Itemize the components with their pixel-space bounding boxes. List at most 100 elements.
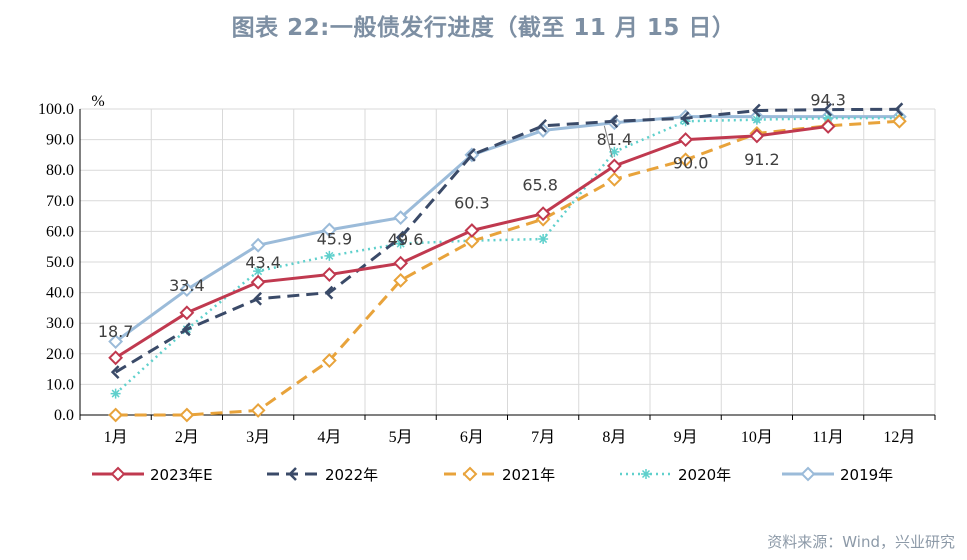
legend-label: 2022年 — [325, 466, 378, 484]
data-label: 33.4 — [169, 276, 205, 295]
data-label: 45.9 — [317, 230, 353, 249]
legend-item: 2021年 — [444, 466, 555, 484]
x-tick-label: 9月 — [674, 429, 698, 446]
point-marker — [179, 407, 195, 423]
y-tick-label: 60.0 — [46, 223, 74, 240]
point-marker — [108, 350, 124, 366]
data-label: 81.4 — [597, 130, 633, 149]
series-2023年E — [108, 119, 836, 366]
point-marker — [751, 114, 762, 125]
data-label-leader — [603, 125, 613, 159]
point-marker — [395, 230, 405, 245]
point-marker — [749, 128, 765, 144]
point-marker — [609, 146, 620, 157]
point-marker — [820, 119, 836, 134]
y-axis-unit: % — [91, 93, 104, 110]
point-marker — [641, 469, 651, 479]
point-marker — [179, 305, 195, 321]
point-marker — [535, 206, 551, 222]
x-tick-label: 7月 — [531, 429, 555, 446]
data-label: 65.8 — [522, 176, 558, 195]
point-marker — [464, 233, 480, 249]
point-marker — [253, 291, 263, 306]
y-tick-label: 20.0 — [46, 346, 74, 363]
point-marker — [250, 274, 266, 290]
data-label: 18.7 — [98, 322, 134, 341]
legend-item: 2022年 — [267, 466, 378, 484]
point-marker — [823, 102, 833, 117]
data-label: 49.6 — [388, 230, 424, 249]
point-marker — [253, 266, 264, 277]
point-marker — [324, 285, 334, 300]
x-tick-label: 10月 — [741, 429, 773, 446]
x-tick-label: 1月 — [104, 429, 128, 446]
x-tick-label: 8月 — [602, 429, 626, 446]
point-marker — [823, 113, 834, 124]
point-marker — [108, 334, 124, 349]
point-marker — [891, 113, 907, 129]
point-marker — [324, 250, 335, 261]
point-marker — [393, 210, 409, 226]
point-marker — [467, 148, 476, 162]
y-tick-label: 30.0 — [46, 315, 74, 332]
x-tick-label: 4月 — [317, 429, 341, 446]
series-lines — [108, 102, 907, 423]
y-tick-label: 10.0 — [46, 376, 74, 393]
x-tick-label: 6月 — [460, 429, 484, 446]
legend-label: 2020年 — [678, 466, 731, 484]
data-label: 43.4 — [245, 253, 281, 272]
legend-item: 2023年E — [92, 466, 213, 484]
point-marker — [894, 102, 904, 117]
y-tick-label: 100.0 — [38, 101, 74, 118]
legend-label: 2023年E — [150, 466, 213, 484]
legend-label: 2019年 — [840, 466, 893, 484]
point-marker — [606, 158, 622, 174]
axes: 0.0 10.0 20.0 30.0 40.0 50.0 60.0 70.0 80.0 90.0 1… — [38, 93, 936, 446]
point-marker — [606, 171, 622, 187]
y-tick-label: 40.0 — [46, 285, 74, 302]
point-marker — [321, 222, 337, 238]
y-tick-label: 0.0 — [54, 407, 74, 424]
point-marker — [678, 132, 694, 148]
point-marker — [182, 322, 191, 337]
y-tick-label: 70.0 — [46, 193, 74, 210]
data-label: 60.3 — [454, 193, 490, 212]
point-marker — [321, 353, 337, 368]
y-tick-label: 50.0 — [46, 254, 74, 271]
legend-item: 2020年 — [620, 466, 731, 484]
point-marker — [800, 466, 816, 482]
point-marker — [393, 272, 409, 288]
series-2022年 — [110, 102, 904, 380]
point-marker — [395, 238, 406, 249]
data-label: 94.3 — [810, 90, 846, 109]
point-marker — [538, 234, 549, 245]
point-marker — [288, 467, 297, 481]
source-note: 资料来源：Wind，兴业研究 — [767, 533, 955, 551]
series-2021年 — [108, 113, 907, 423]
legend-item: 2019年 — [782, 466, 893, 484]
point-marker — [110, 466, 126, 482]
point-marker — [110, 365, 120, 380]
point-marker — [538, 118, 548, 133]
series-line — [114, 115, 900, 343]
gridlines — [79, 108, 936, 416]
x-tick-label: 11月 — [812, 429, 843, 446]
y-tick-label: 80.0 — [46, 162, 74, 179]
x-tick-label: 2月 — [175, 429, 199, 446]
y-tick-label: 90.0 — [46, 132, 74, 149]
data-label: 91.2 — [744, 150, 780, 169]
point-marker — [250, 237, 266, 253]
point-marker — [464, 223, 480, 238]
point-marker — [680, 111, 690, 126]
point-marker — [110, 388, 121, 399]
x-tick-label: 3月 — [246, 429, 270, 446]
data-labels: 18.7 33.4 43.4 45.9 49.6 60.3 65.8 81.4 90.0 91.2… — [98, 90, 846, 340]
point-marker — [393, 255, 409, 271]
x-tick-label: 12月 — [883, 429, 915, 446]
point-marker — [678, 152, 694, 168]
legend-label: 2021年 — [502, 466, 555, 484]
legend: 2023年E 2022年 2021年 2020年 2019年 — [92, 466, 893, 484]
chart-title: 图表 22:一般债发行进度（截至 11 月 15 日） — [231, 15, 736, 41]
x-tick-label: 5月 — [389, 429, 413, 446]
